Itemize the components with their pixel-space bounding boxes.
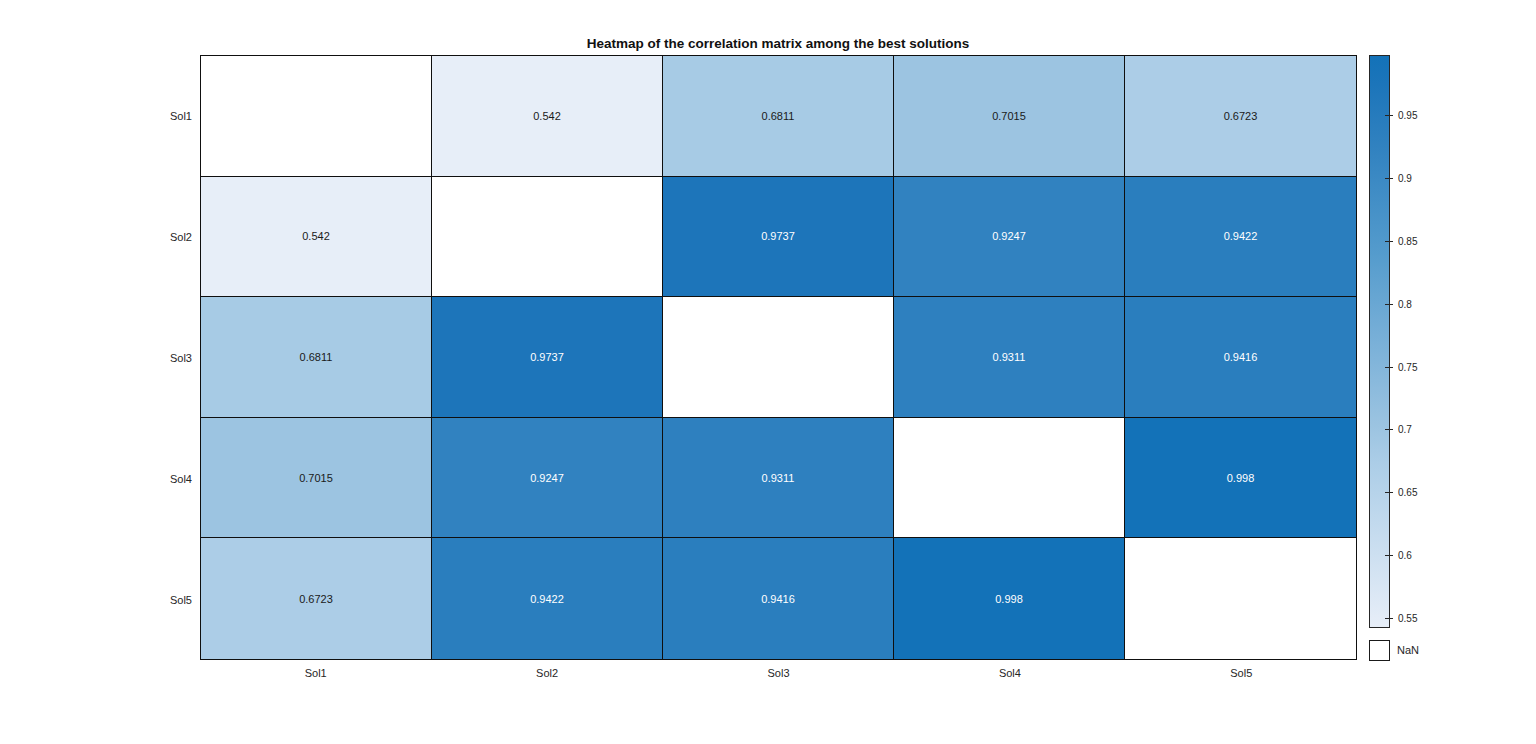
cell-value: 0.9737 [761, 230, 795, 242]
heatmap-figure: Heatmap of the correlation matrix among … [0, 0, 1536, 744]
colorbar-tick [1385, 618, 1393, 619]
heatmap-cell-r3c2: 0.9737 [432, 297, 663, 418]
colorbar-tick [1385, 367, 1393, 368]
heatmap-cell-r5c3: 0.9416 [663, 538, 894, 659]
col-label: Sol5 [1230, 667, 1252, 679]
col-label: Sol3 [767, 667, 789, 679]
heatmap-cell-r5c4: 0.998 [894, 538, 1125, 659]
row-label: Sol3 [0, 352, 192, 364]
col-label: Sol2 [536, 667, 558, 679]
cell-value: 0.9247 [992, 230, 1026, 242]
cell-value: 0.6811 [762, 110, 795, 122]
colorbar-tick [1385, 178, 1393, 179]
heatmap-cell-r4c1: 0.7015 [201, 418, 432, 539]
colorbar-tick [1385, 555, 1393, 556]
cell-value: 0.542 [302, 230, 330, 242]
heatmap-cell-r3c1: 0.6811 [201, 297, 432, 418]
colorbar-tick-label: 0.65 [1398, 487, 1417, 498]
heatmap-grid: 0.542 0.6811 0.7015 0.6723 0.542 0.9737 0.9247… [200, 55, 1357, 660]
cell-value: 0.9247 [530, 472, 564, 484]
nan-legend-swatch [1369, 640, 1390, 661]
cell-value: 0.9737 [530, 351, 564, 363]
cell-value: 0.998 [1227, 472, 1255, 484]
cell-value: 0.9311 [993, 351, 1026, 363]
cell-value: 0.6723 [299, 593, 333, 605]
colorbar-tick-label: 0.95 [1398, 110, 1417, 121]
row-label: Sol1 [0, 110, 192, 122]
colorbar [1369, 55, 1390, 628]
colorbar-tick [1385, 304, 1393, 305]
heatmap-cell-r5c2: 0.9422 [432, 538, 663, 659]
heatmap-cell-r1c1 [201, 56, 432, 177]
heatmap-cell-r4c4 [894, 418, 1125, 539]
heatmap-cell-r1c5: 0.6723 [1125, 56, 1356, 177]
heatmap-cell-r3c5: 0.9416 [1125, 297, 1356, 418]
heatmap-cell-r2c5: 0.9422 [1125, 177, 1356, 298]
cell-value: 0.542 [533, 110, 561, 122]
colorbar-gradient [1370, 56, 1389, 627]
col-label: Sol4 [999, 667, 1021, 679]
colorbar-tick-label: 0.75 [1398, 361, 1417, 372]
heatmap-cell-r2c3: 0.9737 [663, 177, 894, 298]
heatmap-cell-r2c1: 0.542 [201, 177, 432, 298]
cell-value: 0.9311 [762, 472, 795, 484]
cell-value: 0.6723 [1224, 110, 1258, 122]
row-label: Sol5 [0, 594, 192, 606]
cell-value: 0.7015 [299, 472, 333, 484]
heatmap-cell-r3c3 [663, 297, 894, 418]
col-label: Sol1 [305, 667, 327, 679]
colorbar-tick [1385, 241, 1393, 242]
heatmap-cell-r4c5: 0.998 [1125, 418, 1356, 539]
colorbar-tick-label: 0.55 [1398, 612, 1417, 623]
heatmap-cell-r5c1: 0.6723 [201, 538, 432, 659]
heatmap-cell-r2c2 [432, 177, 663, 298]
chart-title: Heatmap of the correlation matrix among … [587, 36, 970, 51]
colorbar-tick [1385, 429, 1393, 430]
colorbar-tick [1385, 492, 1393, 493]
heatmap-cell-r1c4: 0.7015 [894, 56, 1125, 177]
cell-value: 0.9422 [530, 593, 564, 605]
row-label: Sol4 [0, 473, 192, 485]
heatmap-cell-r2c4: 0.9247 [894, 177, 1125, 298]
colorbar-tick-label: 0.9 [1398, 173, 1412, 184]
colorbar-tick [1385, 115, 1393, 116]
heatmap-cell-r5c5 [1125, 538, 1356, 659]
heatmap-cell-r4c3: 0.9311 [663, 418, 894, 539]
heatmap-cell-r1c2: 0.542 [432, 56, 663, 177]
colorbar-tick-label: 0.7 [1398, 424, 1412, 435]
heatmap-cell-r4c2: 0.9247 [432, 418, 663, 539]
cell-value: 0.7015 [992, 110, 1026, 122]
colorbar-tick-label: 0.85 [1398, 235, 1417, 246]
cell-value: 0.998 [995, 593, 1023, 605]
cell-value: 0.9416 [761, 593, 795, 605]
colorbar-tick-label: 0.6 [1398, 550, 1412, 561]
nan-legend-label: NaN [1397, 644, 1419, 656]
cell-value: 0.9422 [1224, 230, 1258, 242]
colorbar-tick-label: 0.8 [1398, 298, 1412, 309]
heatmap-cell-r1c3: 0.6811 [663, 56, 894, 177]
cell-value: 0.6811 [300, 351, 333, 363]
row-label: Sol2 [0, 231, 192, 243]
cell-value: 0.9416 [1224, 351, 1258, 363]
heatmap-cell-r3c4: 0.9311 [894, 297, 1125, 418]
